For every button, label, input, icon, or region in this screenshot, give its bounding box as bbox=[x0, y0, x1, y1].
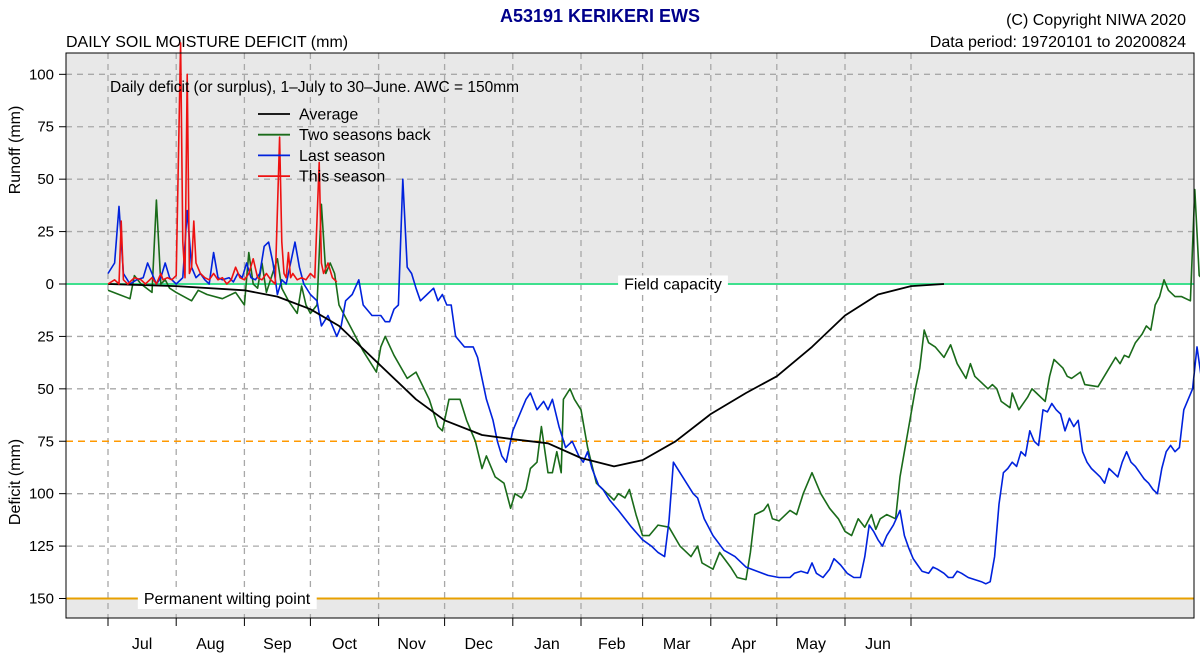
x-tick-label: Nov bbox=[397, 636, 425, 653]
y-tick-label: 50 bbox=[37, 171, 54, 188]
below-wilting-background bbox=[66, 598, 1194, 618]
y-tick-label: 75 bbox=[37, 433, 54, 450]
x-tick-label: May bbox=[796, 636, 826, 653]
data-period-text: Data period: 19720101 to 20200824 bbox=[929, 34, 1186, 51]
legend-label: Two seasons back bbox=[299, 127, 432, 144]
series-line-last-season bbox=[107, 178, 1200, 585]
y-tick-label: 125 bbox=[29, 538, 54, 555]
wilting-point-label: Permanent wilting point bbox=[144, 591, 311, 608]
y-tick-label: 25 bbox=[37, 328, 54, 345]
wilting-point-label-background bbox=[137, 590, 317, 610]
y-tick-label: 75 bbox=[37, 119, 54, 136]
field-capacity-label: Field capacity bbox=[624, 277, 722, 294]
chart-subtitle: DAILY SOIL MOISTURE DEFICIT (mm) bbox=[66, 34, 349, 51]
series-line-average bbox=[107, 283, 945, 468]
y-axis-title-deficit: Deficit (mm) bbox=[7, 439, 24, 525]
legend-label: Average bbox=[299, 107, 358, 124]
x-tick-label: Aug bbox=[196, 636, 224, 653]
y-tick-label: 100 bbox=[29, 66, 54, 83]
y-tick-label: 25 bbox=[37, 224, 54, 241]
y-tick-label: 150 bbox=[29, 591, 54, 608]
chart-title: A53191 KERIKERI EWS bbox=[499, 6, 701, 26]
chart-note: Daily deficit (or surplus), 1–July to 30… bbox=[110, 79, 519, 96]
x-tick-label: Mar bbox=[663, 636, 691, 653]
x-tick-label: Oct bbox=[332, 636, 357, 653]
x-tick-label: Jun bbox=[865, 636, 891, 653]
y-tick-label: 100 bbox=[29, 486, 54, 503]
plot-frame bbox=[65, 52, 1195, 619]
legend-label: Last season bbox=[299, 148, 385, 165]
x-tick-label: Feb bbox=[598, 636, 626, 653]
copyright-text: (C) Copyright NIWA 2020 bbox=[1006, 12, 1186, 29]
x-tick-label: Jan bbox=[534, 636, 560, 653]
y-axis-title-runoff: Runoff (mm) bbox=[7, 106, 24, 195]
y-tick-label: 50 bbox=[37, 381, 54, 398]
series-line-this-season bbox=[107, 42, 338, 285]
x-tick-label: Apr bbox=[731, 636, 757, 653]
y-tick-label: 0 bbox=[46, 276, 54, 293]
x-tick-label: Jul bbox=[132, 636, 152, 653]
x-tick-label: Sep bbox=[263, 636, 292, 653]
x-tick-label: Dec bbox=[464, 636, 492, 653]
deficit-zone-background bbox=[66, 284, 1194, 618]
field-capacity-label-background bbox=[618, 275, 728, 295]
runoff-zone-background bbox=[66, 53, 1194, 284]
legend-label: This season bbox=[299, 169, 385, 186]
